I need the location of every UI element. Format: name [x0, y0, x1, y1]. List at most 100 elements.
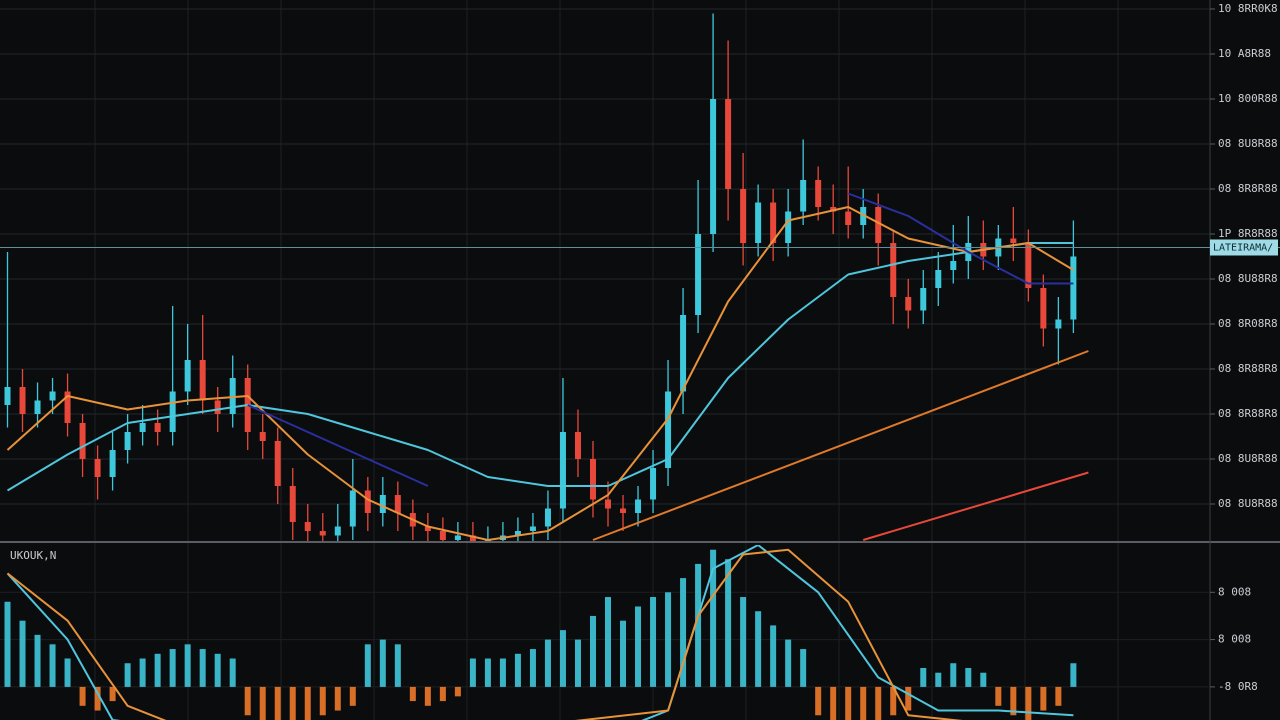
candle-body [620, 508, 627, 513]
candle-body [815, 180, 822, 207]
candle-body [695, 234, 702, 315]
candle-body [935, 270, 942, 288]
candle-body [529, 526, 536, 531]
candle-body [349, 490, 356, 527]
candle-body [334, 526, 341, 536]
candle-body [1055, 319, 1062, 329]
histogram-bar [680, 578, 687, 687]
histogram-bar [965, 667, 972, 687]
y-tick-label: 8 008 [1218, 633, 1251, 646]
histogram-bar [229, 658, 236, 687]
y-tick-label: 08 8R88R8 [1218, 362, 1278, 375]
histogram-bar [650, 597, 657, 687]
histogram-bar [64, 658, 71, 687]
indicator-line [6, 548, 963, 720]
indicator-line [592, 350, 1089, 541]
histogram-bar [785, 639, 792, 687]
y-tick-label: 08 8R88R8 [1218, 407, 1278, 420]
candle-body [109, 450, 116, 477]
histogram-bar [905, 686, 912, 711]
candle-body [289, 486, 296, 522]
histogram-bar [469, 658, 476, 687]
histogram-bar [574, 639, 581, 687]
price-label-box [1210, 239, 1278, 256]
histogram-bar [1010, 686, 1017, 716]
price-label: LATEIRAMA/ [1213, 243, 1273, 254]
histogram-bar [304, 686, 311, 720]
candle-body [199, 360, 206, 401]
y-tick-label: 8 008 [1218, 585, 1251, 598]
histogram-bar [334, 686, 341, 711]
candle-body [4, 387, 11, 405]
indicator-line [862, 471, 1089, 541]
histogram-bar [935, 672, 942, 687]
candle-body [19, 387, 26, 414]
candle-body [770, 202, 777, 243]
histogram-bar [409, 686, 416, 702]
candle-body [214, 400, 221, 414]
plot-area [4, 13, 1089, 541]
candle-body [725, 99, 732, 189]
histogram-bar [124, 663, 131, 687]
histogram-bar [1055, 686, 1062, 706]
y-tick-label: 10 8RR0K8 [1218, 2, 1278, 15]
y-tick-label: 1P 8R8R88 [1218, 227, 1278, 240]
histogram-bar [875, 686, 882, 720]
histogram-bar [890, 686, 897, 716]
histogram-bar [695, 563, 702, 687]
histogram-bar [154, 653, 161, 687]
candle-body [49, 391, 56, 401]
histogram-bar [620, 620, 627, 687]
candle-body [34, 400, 41, 414]
candle-body [905, 297, 912, 311]
candle-body [229, 378, 236, 414]
histogram-bar [244, 686, 251, 716]
indicator-line [6, 206, 1074, 541]
y-tick-label: 08 8U8R88 [1218, 452, 1278, 465]
histogram-bar [349, 686, 356, 706]
candle-body [439, 531, 446, 540]
histogram-bar [289, 686, 296, 720]
candle-body [94, 459, 101, 477]
histogram-bar [860, 686, 867, 720]
histogram-bar [34, 634, 41, 687]
panel-title: UKOUK,N [10, 549, 56, 562]
histogram-bar [589, 615, 596, 687]
y-tick-label: 08 8U8R88 [1218, 497, 1278, 510]
candle-body [319, 531, 326, 536]
histogram-bar [995, 686, 1002, 706]
candle-body [1025, 243, 1032, 288]
histogram-bar [665, 592, 672, 687]
histogram-bar [424, 686, 431, 706]
y-tick-label: -8 0R8 [1218, 680, 1258, 693]
candle-body [379, 495, 386, 513]
candle-body [890, 243, 897, 297]
candle-body [1070, 256, 1077, 320]
candle-body [589, 459, 596, 500]
candle-body [574, 432, 581, 459]
histogram-bar [319, 686, 326, 716]
indicator-line [247, 192, 1074, 487]
candle-body [259, 432, 266, 441]
y-tick-label: 08 8R08R8 [1218, 317, 1278, 330]
candle-body [364, 490, 371, 513]
candle-body [124, 432, 131, 450]
y-tick-label: 10 800R88 [1218, 92, 1278, 105]
candle-body [469, 535, 476, 541]
candle-body [424, 526, 431, 531]
histogram-bar [559, 630, 566, 687]
candle-body [680, 315, 687, 392]
histogram-bar [845, 686, 852, 720]
y-tick-label: 08 8U88R8 [1218, 272, 1278, 285]
y-tick-label: 08 8R8R88 [1218, 182, 1278, 195]
histogram-bar [815, 686, 822, 716]
candle-body [800, 180, 807, 212]
candle-body [860, 207, 867, 225]
candle-body [920, 288, 927, 311]
histogram-bar [169, 649, 176, 687]
histogram-bar [454, 686, 461, 697]
candle-body [740, 189, 747, 243]
candle-body [950, 261, 957, 270]
